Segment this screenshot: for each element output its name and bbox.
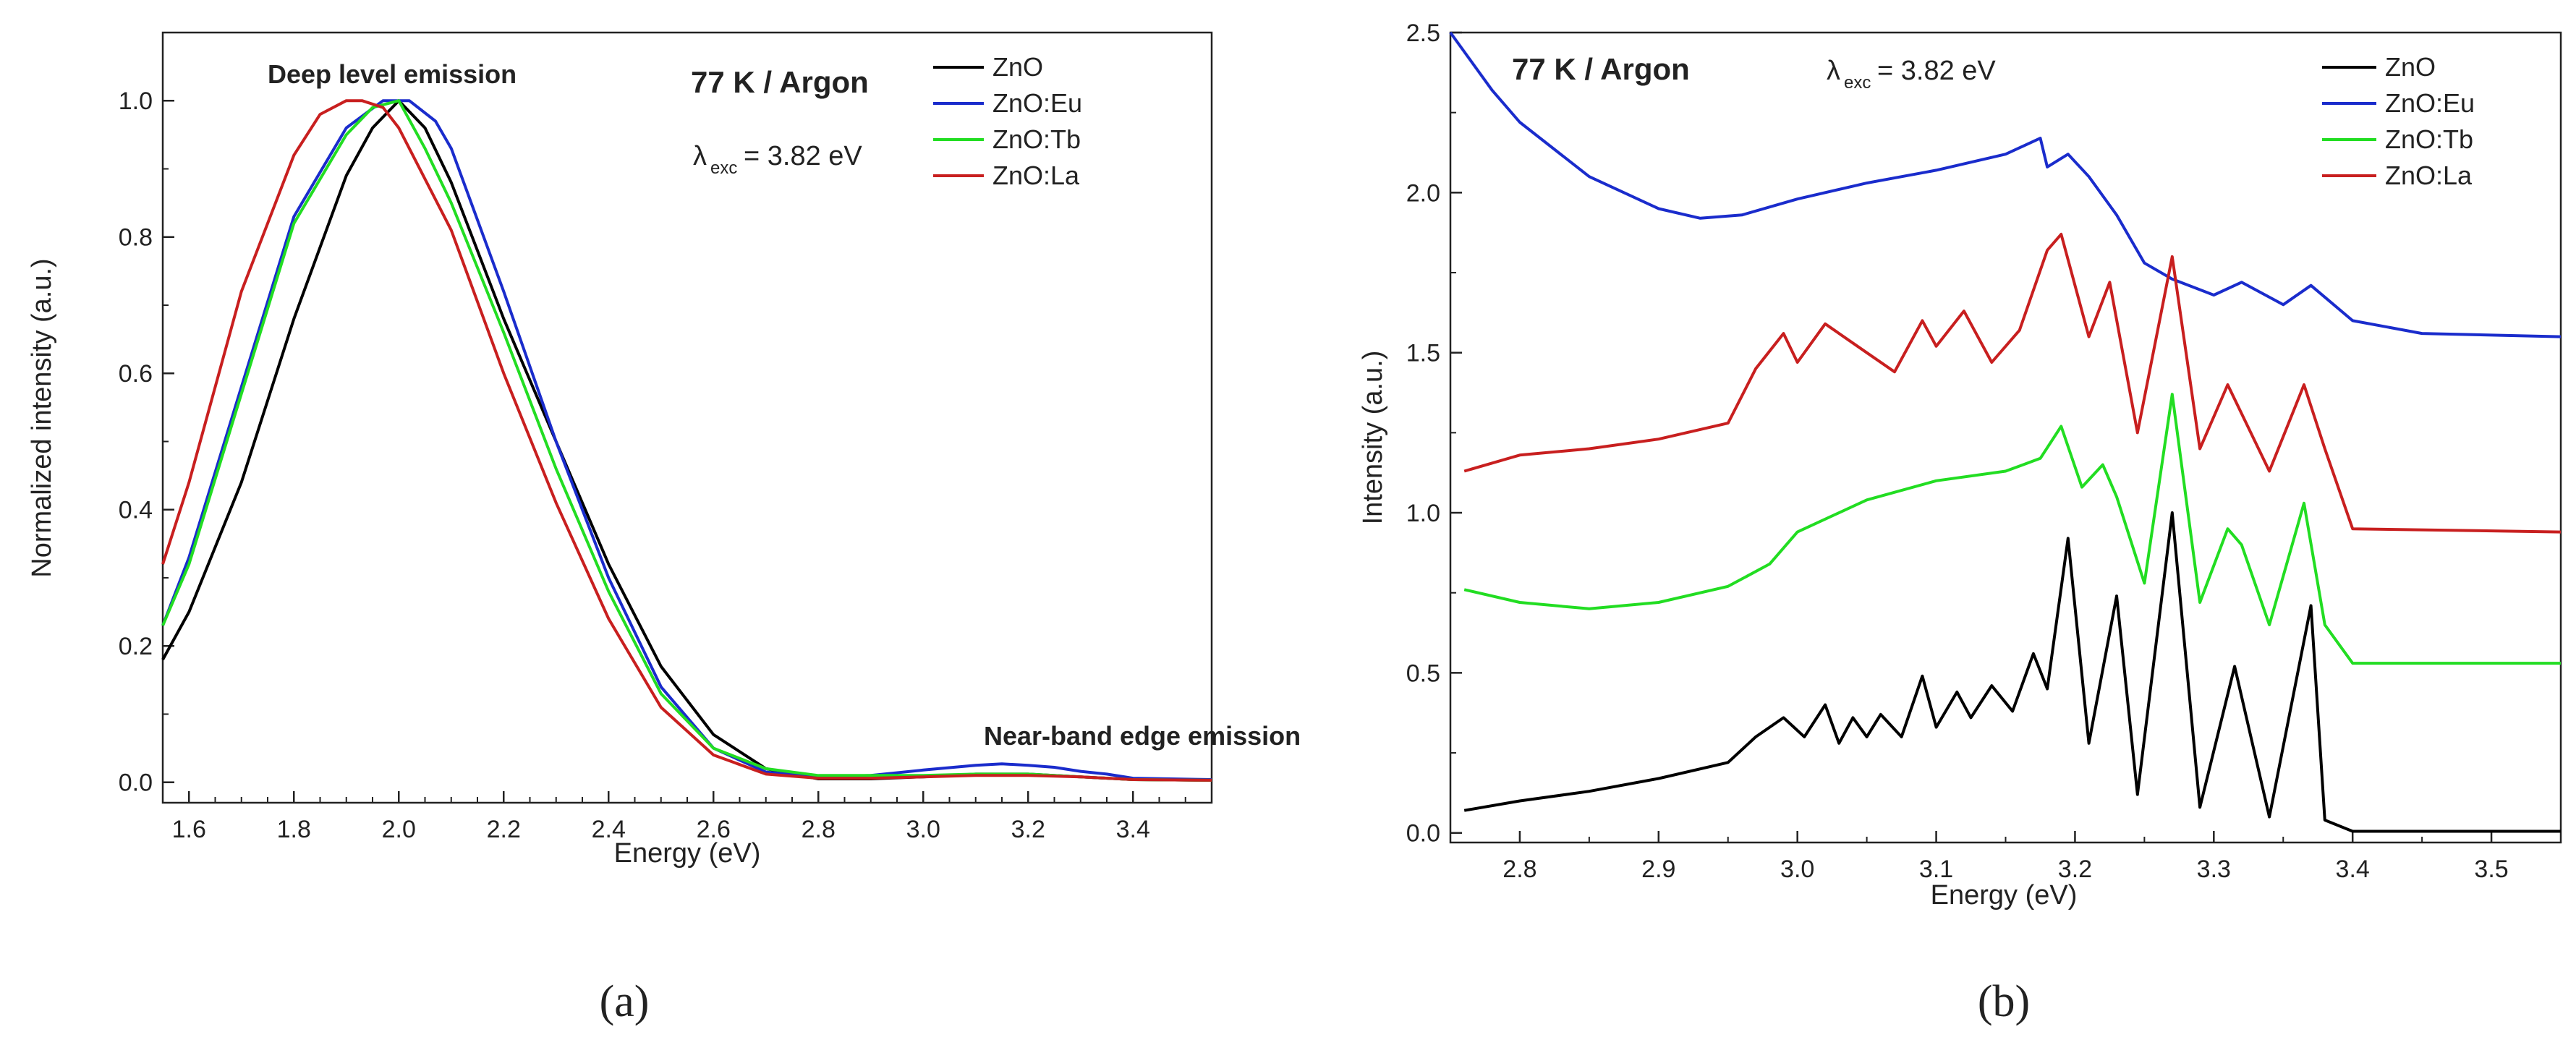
legend-label-zno-tb: ZnO:Tb [992, 124, 1081, 154]
lambda-symbol-b: λ [1827, 56, 1840, 86]
lambda-subscript-b: exc [1844, 73, 1871, 93]
y-axis-ticks-b: 0.0 0.5 1.0 1.5 2.0 2.5 [1406, 20, 1462, 848]
y-tick-label: 1.5 [1406, 340, 1440, 367]
legend-a: ZnO ZnO:Eu ZnO:Tb ZnO:La [933, 52, 1082, 190]
legend-label-zno: ZnO [2385, 52, 2436, 82]
legend-b: ZnO ZnO:Eu ZnO:Tb ZnO:La [2322, 52, 2475, 190]
x-tick-label: 3.0 [1780, 856, 1814, 883]
y-tick-label: 2.5 [1406, 20, 1440, 47]
y-tick-label: 0.5 [1406, 660, 1440, 687]
legend-label-zno: ZnO [992, 52, 1043, 82]
y-tick-label: 0.8 [119, 224, 153, 252]
condition-annotation-a: 77 K / Argon [691, 65, 869, 99]
x-tick-label: 3.4 [1116, 816, 1150, 843]
near-band-annotation: Near-band edge emission [984, 721, 1301, 751]
legend-label-zno-tb: ZnO:Tb [2385, 124, 2473, 154]
y-axis-title-b: Intensity (a.u.) [1358, 351, 1388, 525]
x-axis-ticks-b: 2.8 2.9 3.0 3.1 3.2 3.3 3.4 3.5 [1450, 831, 2562, 883]
panel-label-b: (b) [1978, 977, 2030, 1026]
series-line-zno-tb [161, 99, 1212, 782]
y-tick-label: 0.6 [119, 360, 153, 388]
deep-level-annotation: Deep level emission [268, 59, 517, 89]
condition-annotation-b: 77 K / Argon [1512, 52, 1690, 86]
lambda-value-a: = 3.82 eV [744, 141, 862, 171]
legend-label-zno-eu: ZnO:Eu [2385, 88, 2475, 118]
series-group-a [161, 99, 1212, 782]
series-line-zno-la [1463, 232, 2562, 534]
x-tick-label: 3.2 [1011, 816, 1045, 843]
series-line-zno [1463, 511, 2561, 833]
y-tick-label: 1.0 [1406, 500, 1440, 527]
x-tick-label: 2.6 [697, 816, 731, 843]
series-line-zno-eu [161, 99, 1212, 781]
lambda-subscript-a: exc [710, 158, 737, 178]
x-tick-label: 2.9 [1641, 856, 1675, 883]
y-tick-label: 0.0 [119, 769, 153, 797]
x-tick-label: 3.0 [906, 816, 940, 843]
series-line-zno-eu [1449, 31, 2562, 338]
x-tick-label: 1.6 [172, 816, 206, 843]
x-tick-label: 2.4 [592, 816, 626, 843]
y-tick-label: 1.0 [119, 88, 153, 115]
y-tick-label: 0.4 [119, 497, 153, 524]
chart-panel-b: 2.8 2.9 3.0 3.1 3.2 3.3 3.4 3.5 0.0 0.5 1.0 1.5 2.0… [1358, 20, 2562, 1026]
panel-label-a: (a) [600, 977, 650, 1026]
x-tick-label: 2.2 [487, 816, 521, 843]
x-tick-label: 2.8 [1502, 856, 1536, 883]
x-tick-label: 2.8 [802, 816, 836, 843]
x-tick-label: 3.4 [2336, 856, 2370, 883]
x-tick-label: 3.2 [2058, 856, 2092, 883]
legend-label-zno-la: ZnO:La [992, 161, 1080, 190]
series-line-zno-la [161, 99, 1212, 782]
series-group-b [1449, 31, 2562, 833]
lambda-symbol-a: λ [693, 141, 707, 171]
y-axis-ticks-a: 0.0 0.2 0.4 0.6 0.8 1.0 [119, 32, 174, 797]
x-axis-title-b: Energy (eV) [1931, 880, 2078, 910]
x-tick-label: 3.1 [1919, 856, 1953, 883]
x-tick-label: 3.3 [2197, 856, 2231, 883]
x-axis-ticks-a: 1.6 1.8 2.0 2.2 2.4 2.6 2.8 3.0 3.2 3.4 [162, 791, 1212, 843]
x-tick-label: 2.0 [382, 816, 416, 843]
y-tick-label: 0.2 [119, 633, 153, 660]
x-axis-title-a: Energy (eV) [614, 838, 761, 869]
series-line-zno-tb [1463, 393, 2561, 665]
legend-label-zno-eu: ZnO:Eu [992, 88, 1082, 118]
y-tick-label: 2.0 [1406, 179, 1440, 207]
y-tick-label: 0.0 [1406, 820, 1440, 848]
lambda-value-b: = 3.82 eV [1877, 56, 1996, 86]
chart-panel-a: 1.6 1.8 2.0 2.2 2.4 2.6 2.8 3.0 3.2 3.4 0.0 0.2 0.4… [27, 31, 1301, 1026]
x-tick-label: 3.5 [2474, 856, 2508, 883]
legend-label-zno-la: ZnO:La [2385, 161, 2473, 190]
y-axis-title-a: Normalized intensity (a.u.) [27, 258, 57, 577]
series-line-zno [161, 99, 1212, 782]
x-tick-label: 1.8 [277, 816, 311, 843]
